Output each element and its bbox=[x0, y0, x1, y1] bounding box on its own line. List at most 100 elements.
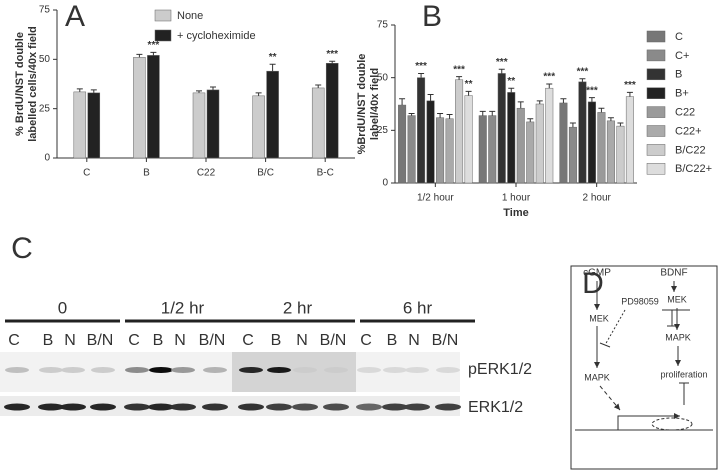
lane-label: B/N bbox=[432, 332, 459, 349]
bar bbox=[426, 100, 435, 184]
bar bbox=[266, 70, 279, 159]
bar bbox=[436, 117, 445, 184]
band bbox=[239, 367, 263, 373]
bar bbox=[206, 89, 220, 159]
group-label: 2 hr bbox=[283, 298, 313, 317]
bar bbox=[147, 55, 160, 159]
error-bar bbox=[437, 112, 444, 118]
lane-label: N bbox=[408, 332, 420, 349]
error-bar bbox=[536, 100, 543, 104]
legend-label: C+ bbox=[675, 50, 689, 62]
error-bar bbox=[489, 110, 496, 116]
bar bbox=[87, 92, 101, 159]
bar bbox=[311, 87, 325, 159]
band bbox=[61, 367, 85, 373]
error-bar bbox=[626, 91, 633, 97]
band bbox=[202, 403, 228, 411]
band bbox=[383, 367, 407, 373]
x-tick-label: 1/2 hour bbox=[417, 193, 454, 204]
bar bbox=[578, 81, 587, 184]
significance-label: *** bbox=[496, 57, 508, 68]
legend-swatch bbox=[646, 144, 666, 156]
x-tick-label: B bbox=[143, 168, 150, 179]
band bbox=[90, 403, 116, 411]
bar bbox=[507, 92, 516, 184]
node: BDNF bbox=[660, 268, 687, 279]
error-bar bbox=[136, 53, 143, 58]
band bbox=[293, 367, 317, 373]
error-bar bbox=[269, 63, 276, 72]
legend-swatch bbox=[646, 30, 666, 43]
band bbox=[60, 403, 86, 411]
lane-label: B/N bbox=[320, 332, 347, 349]
error-bar bbox=[588, 97, 595, 102]
legend-label: C22 bbox=[675, 107, 695, 119]
y-tick-label: 75 bbox=[39, 5, 51, 16]
panel-label: A bbox=[65, 0, 85, 33]
significance-label: *** bbox=[624, 80, 636, 91]
error-bar bbox=[598, 107, 605, 113]
lane-label: B bbox=[153, 332, 164, 349]
error-bar bbox=[560, 98, 567, 103]
legend-swatch bbox=[646, 87, 666, 99]
band bbox=[357, 367, 381, 373]
bar bbox=[417, 77, 426, 184]
band bbox=[5, 367, 29, 373]
x-tick-label: B-C bbox=[317, 168, 334, 179]
bar bbox=[445, 118, 454, 184]
error-bar bbox=[446, 114, 453, 119]
bar bbox=[407, 115, 416, 184]
error-bar bbox=[579, 78, 586, 82]
bar bbox=[587, 101, 596, 184]
band bbox=[405, 367, 429, 373]
error-bar bbox=[427, 94, 434, 101]
node: MAPK bbox=[665, 332, 691, 342]
bar bbox=[325, 63, 339, 159]
bar bbox=[616, 125, 625, 184]
error-bar bbox=[517, 101, 524, 109]
bar bbox=[133, 57, 146, 159]
significance-label: *** bbox=[415, 61, 427, 72]
group-label: 1/2 hr bbox=[161, 298, 205, 317]
row-label: pERK1/2 bbox=[468, 361, 532, 378]
x-tick-label: C bbox=[83, 168, 90, 179]
legend-label: B/C22+ bbox=[675, 163, 712, 175]
group-label: 0 bbox=[58, 298, 67, 317]
band bbox=[148, 403, 174, 411]
significance-label: *** bbox=[148, 40, 160, 51]
lane-label: B/N bbox=[199, 332, 226, 349]
lane-label: B bbox=[271, 332, 282, 349]
band bbox=[171, 367, 195, 373]
node: cGMP bbox=[583, 268, 611, 279]
error-bar bbox=[408, 112, 415, 116]
band bbox=[382, 403, 408, 411]
legend-swatch bbox=[646, 49, 666, 62]
error-bar bbox=[90, 89, 97, 93]
error-bar bbox=[546, 83, 553, 89]
legend-swatch bbox=[646, 106, 666, 118]
node: proliferation bbox=[660, 369, 707, 379]
bar bbox=[568, 126, 577, 184]
y-tick-label: 25 bbox=[377, 125, 389, 136]
x-tick-label: C22 bbox=[197, 168, 216, 179]
bar bbox=[559, 102, 568, 184]
significance-label: *** bbox=[326, 49, 338, 60]
bar bbox=[516, 107, 525, 184]
lane-label: N bbox=[296, 332, 308, 349]
lane-label: C bbox=[8, 332, 20, 349]
band bbox=[267, 367, 291, 373]
panel-label: D bbox=[582, 267, 604, 300]
error-bar bbox=[315, 84, 322, 88]
bar bbox=[606, 120, 615, 184]
lane-label: B bbox=[387, 332, 398, 349]
error-bar bbox=[617, 122, 624, 127]
bar bbox=[478, 115, 487, 184]
band bbox=[292, 403, 318, 411]
y-tick-label: 25 bbox=[39, 103, 51, 114]
y-axis-label: %BrdU/NST double bbox=[356, 54, 368, 155]
panel-label: C bbox=[11, 232, 33, 265]
bar bbox=[192, 92, 206, 159]
lane-label: N bbox=[174, 332, 186, 349]
bar bbox=[398, 104, 407, 184]
